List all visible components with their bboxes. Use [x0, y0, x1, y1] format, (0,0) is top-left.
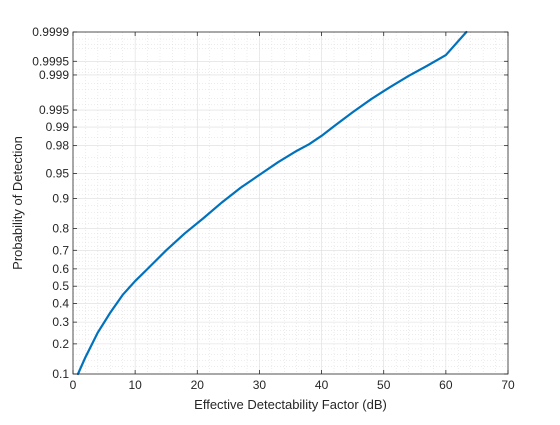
x-tick-label: 0: [70, 378, 77, 392]
y-tick-label: 0.95: [46, 167, 70, 181]
y-tick-label: 0.9999: [32, 25, 69, 39]
series-layer: [76, 30, 468, 376]
series-line: [76, 30, 468, 376]
x-tick-label: 50: [377, 378, 391, 392]
y-tick-label: 0.995: [39, 103, 69, 117]
y-axis-label: Probability of Detection: [10, 136, 25, 270]
y-tick-label: 0.8: [52, 222, 69, 236]
x-tick-label: 30: [253, 378, 267, 392]
y-tick-label: 0.3: [52, 315, 69, 329]
y-tick-label: 0.9: [52, 191, 69, 205]
plot-frame: [72, 31, 509, 375]
major-grid: [73, 32, 508, 374]
y-tick-label: 0.98: [46, 139, 70, 153]
x-tick-label: 60: [439, 378, 453, 392]
x-tick-label: 10: [128, 378, 142, 392]
tick-marks: [72, 31, 509, 375]
y-tick-label: 0.6: [52, 262, 69, 276]
plot-area: [73, 32, 508, 374]
x-tick-label: 70: [501, 378, 515, 392]
x-tick-label: 40: [315, 378, 329, 392]
y-tick-label: 0.999: [39, 68, 69, 82]
y-tick-label: 0.2: [52, 337, 69, 351]
y-tick-label: 0.4: [52, 297, 69, 311]
y-tick-label: 0.1: [52, 367, 69, 381]
y-tick-label: 0.9995: [32, 54, 69, 68]
tick-labels: 0 10 20 30 40 50 60 70 0.1 0.2 0.3 0.4 0.5 0.6 0.7 0.8 0…: [32, 25, 515, 392]
y-tick-label: 0.99: [46, 120, 70, 134]
x-tick-label: 20: [191, 378, 205, 392]
x-axis-label: Effective Detectability Factor (dB): [194, 397, 387, 412]
y-tick-label: 0.7: [52, 243, 69, 257]
y-tick-label: 0.5: [52, 279, 69, 293]
